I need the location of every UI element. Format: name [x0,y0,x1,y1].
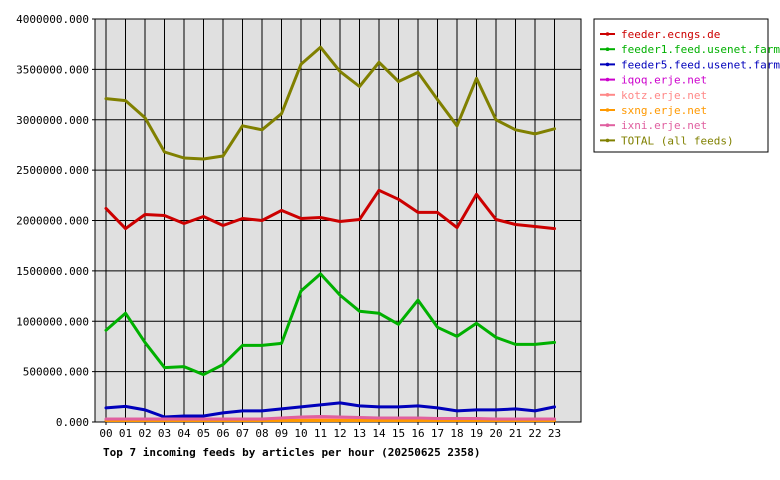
y-axis: 0.000 500000.000 1000000.000 1500000.000 200… [16,13,95,429]
x-tick-label: 06 [216,427,229,440]
y-tick-label: 1500000.000 [16,265,89,278]
x-tick-label: 16 [411,427,424,440]
legend-label: ixni.erje.net [621,119,707,132]
series-line-6 [104,415,556,421]
legend-swatch-dot [605,108,610,112]
legend-swatch-dot [605,47,610,51]
legend-box [593,18,769,153]
legend-swatch-dot [605,62,610,67]
legend-label: kotz.erje.net [621,89,707,102]
x-tick-label: 00 [99,427,112,440]
x-tick-label: 21 [509,427,522,440]
series-line-0 [104,188,556,231]
legend-swatch-dot [605,138,610,143]
y-tick-label: 2000000.000 [16,215,89,228]
y-tick-label: 3000000.000 [16,114,89,127]
series-line-2 [104,401,556,419]
x-tick-label: 07 [236,427,249,440]
x-tick-label: 20 [489,427,502,440]
x-tick-label: 17 [431,427,444,440]
y-tick-label: 1000000.000 [16,315,89,328]
x-tick-label: 02 [138,427,151,440]
legend-label: sxng.erje.net [621,104,707,117]
x-axis: 00 01 02 03 04 05 06 07 08 09 10 11 12 13 14 15 16 17 18 19… [99,422,561,440]
x-tick-label: 23 [548,427,561,440]
x-tick-label: 10 [294,427,307,440]
series-line-1 [104,272,556,377]
x-tick-label: 14 [372,427,386,440]
x-tick-label: 03 [158,427,171,440]
legend-label: iqoq.erje.net [621,74,707,87]
x-tick-label: 18 [450,427,463,440]
y-tick-label: 0.000 [56,416,89,429]
x-tick-label: 01 [119,427,132,440]
y-tick-label: 500000.000 [23,366,89,379]
x-tick-label: 08 [255,427,268,440]
x-tick-label: 05 [197,427,210,440]
legend-swatch-dot [605,77,610,82]
x-tick-label: 11 [314,427,327,440]
legend-label: feeder.ecngs.de [621,28,720,41]
chart-title: Top 7 incoming feeds by articles per hou… [103,446,481,459]
legend-label: feeder5.feed.usenet.farm [621,58,780,71]
y-tick-label: 2500000.000 [16,164,89,177]
legend-label: feeder1.feed.usenet.farm [621,43,780,56]
x-tick-label: 09 [275,427,288,440]
y-tick-label: 3500000.000 [16,63,89,76]
x-tick-label: 19 [470,427,483,440]
series-line-7 [104,45,556,161]
legend: feeder.ecngs.de feeder1.feed.usenet.farm f… [600,28,780,147]
x-tick-label: 22 [528,427,541,440]
x-tick-label: 04 [177,427,191,440]
x-tick-label: 12 [333,427,346,440]
legend-label: TOTAL (all feeds) [621,134,734,147]
x-tick-label: 13 [353,427,366,440]
y-tick-label: 4000000.000 [16,13,89,26]
legend-swatch-dot [605,123,610,127]
legend-swatch-dot [605,32,610,36]
x-tick-label: 15 [392,427,405,440]
series-lines [104,45,556,422]
legend-swatch-dot [605,93,610,97]
